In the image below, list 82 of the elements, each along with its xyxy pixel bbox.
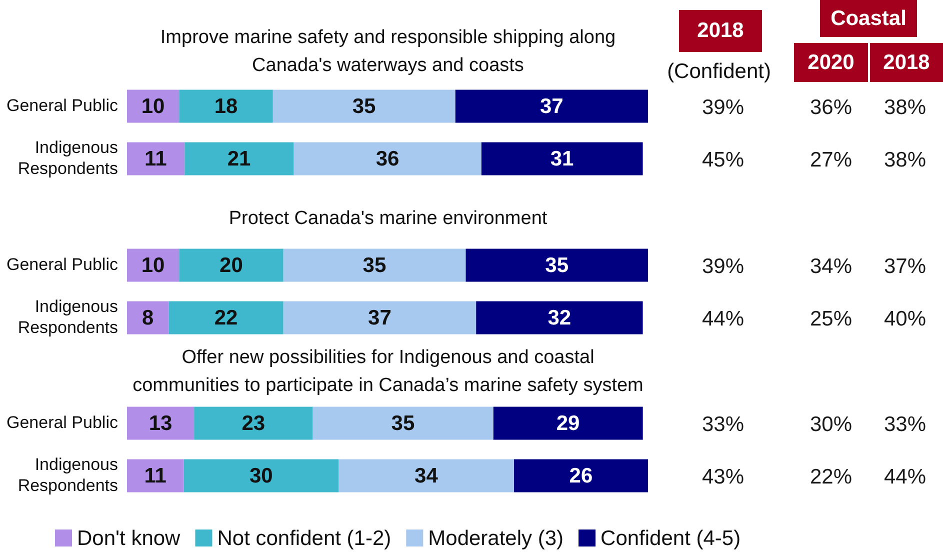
chart-title: Protect Canada's marine environment	[228, 207, 548, 231]
bar	[312, 406, 494, 440]
text: 38%	[884, 148, 926, 172]
y-tick-label: General Public	[6, 254, 118, 274]
bar	[127, 301, 169, 334]
data-label: 34	[414, 464, 438, 488]
data-label: 13	[148, 412, 172, 436]
bar	[184, 459, 338, 492]
bar	[127, 406, 194, 440]
bar	[272, 90, 456, 123]
text: 39%	[702, 255, 744, 278]
text: 40%	[884, 308, 926, 331]
chart-title: Offer new possibilities for Indigenous and coastal communities to participate in Canada’s marine safety system	[132, 346, 644, 398]
bar	[514, 459, 648, 492]
bar	[294, 142, 482, 176]
text: 33%	[702, 413, 744, 436]
data-label: 26	[569, 464, 593, 488]
text: 2018	[883, 50, 930, 74]
bar	[179, 248, 284, 282]
text: 33%	[884, 413, 926, 436]
bar	[481, 142, 643, 176]
data-label: 20	[220, 254, 243, 278]
bar	[184, 142, 294, 176]
text: 37%	[884, 255, 926, 278]
y-tick-label: General Public	[6, 412, 118, 432]
text: 45%	[702, 148, 744, 172]
y-tick-label: Indigenous Respondents	[18, 138, 118, 178]
data-label: 11	[144, 148, 168, 171]
text: 25%	[810, 308, 852, 331]
data-label: 30	[249, 464, 273, 488]
text: 43%	[702, 466, 744, 489]
data-label: 35	[391, 412, 415, 436]
text: 44%	[884, 466, 926, 489]
text: 22%	[810, 466, 852, 489]
legend-label: Not confident (1-2)	[217, 526, 392, 550]
text: 38%	[884, 96, 926, 120]
bar	[127, 142, 184, 176]
data-label: 22	[214, 306, 238, 330]
legend-label: Moderately (3)	[428, 526, 564, 550]
data-label: 31	[550, 148, 574, 171]
bar	[338, 459, 514, 492]
bar	[127, 459, 184, 492]
text: 34%	[810, 255, 852, 278]
y-tick-label: General Public	[6, 96, 118, 115]
y-tick-label: Indigenous Respondents	[18, 296, 118, 338]
bar	[168, 301, 284, 334]
data-label: 35	[545, 254, 569, 278]
text: 27%	[810, 148, 852, 172]
text: 36%	[810, 96, 852, 120]
data-label: 11	[144, 464, 167, 488]
text: 39%	[702, 96, 744, 120]
text: 2020	[808, 50, 854, 74]
text: 44%	[702, 308, 744, 331]
data-label: 21	[227, 148, 252, 171]
text: 30%	[810, 413, 852, 436]
data-label: 35	[352, 95, 376, 118]
data-label: 32	[548, 306, 572, 330]
text: (Confident)	[667, 60, 771, 84]
data-label: 23	[242, 412, 266, 436]
data-label: 10	[141, 254, 165, 278]
data-label: 35	[362, 254, 386, 278]
data-label: 8	[142, 306, 154, 330]
bar	[476, 301, 643, 334]
legend-label: Don't know	[77, 526, 182, 550]
data-label: 18	[214, 95, 238, 118]
bar	[283, 301, 476, 334]
data-label: 29	[556, 412, 580, 436]
text: Coastal	[830, 6, 906, 30]
data-label: 37	[368, 306, 392, 330]
legend-label: Confident (4-5)	[600, 526, 741, 550]
data-label: 37	[540, 95, 564, 118]
data-label: 36	[376, 148, 400, 171]
bar	[283, 248, 466, 282]
y-tick-label: Indigenous Respondents	[18, 454, 118, 496]
bar	[466, 248, 648, 282]
bar	[194, 406, 313, 440]
data-label: 10	[141, 95, 165, 118]
chart-title: Improve marine safety and responsible shipping along Canada's waterways and coasts	[159, 26, 617, 78]
bar	[493, 406, 643, 440]
text: 2018	[697, 19, 744, 43]
bar	[455, 90, 648, 123]
bar	[179, 90, 273, 123]
